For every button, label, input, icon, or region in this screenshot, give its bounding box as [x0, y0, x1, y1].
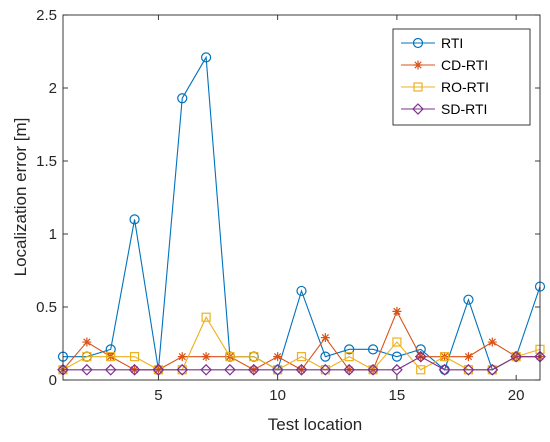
data-point-ro-rti — [225, 352, 235, 362]
data-point-sd-rti — [271, 363, 284, 376]
data-point-sd-rti — [128, 363, 141, 376]
legend-label: RTI — [441, 35, 463, 51]
legend-item-sd-rti: SD-RTI — [401, 101, 487, 117]
data-point-cd-rti — [487, 337, 497, 347]
plot-frame — [62, 14, 541, 381]
data-point-rti — [391, 351, 402, 362]
legend-label: RO-RTI — [441, 79, 489, 95]
data-point-rti — [177, 93, 188, 104]
legend-label: SD-RTI — [441, 101, 487, 117]
data-point-ro-rti — [201, 312, 211, 322]
legend-item-ro-rti: RO-RTI — [401, 79, 489, 95]
data-point-sd-rti — [438, 363, 451, 376]
data-point-rti — [463, 294, 474, 305]
data-point-ro-rti — [249, 352, 259, 362]
legend: RTI CD-RTI RO-RTI SD-RTI — [392, 28, 531, 126]
data-point-sd-rti — [200, 363, 212, 376]
data-point-sd-rti — [224, 363, 236, 376]
data-point-sd-rti — [462, 363, 475, 376]
data-point-cd-rti — [201, 352, 211, 362]
legend-label: CD-RTI — [441, 57, 488, 73]
data-point-ro-rti — [392, 337, 402, 347]
x-axis-title: Test location — [268, 415, 363, 434]
data-point-ro-rti — [416, 365, 426, 375]
series-line-ro-rti — [62, 316, 541, 371]
y-tick-label: 1.5 — [36, 153, 57, 170]
y-tick-label: 0.5 — [36, 299, 57, 316]
legend-item-cd-rti: CD-RTI — [401, 57, 488, 73]
legend-marker-square — [413, 82, 423, 92]
y-tick-label: 2 — [49, 80, 57, 97]
data-point-cd-rti — [273, 352, 283, 362]
data-point-sd-rti — [104, 363, 117, 376]
data-point-cd-rti — [82, 337, 92, 347]
data-point-cd-rti — [463, 352, 473, 362]
data-point-ro-rti — [296, 352, 307, 362]
data-point-cd-rti — [320, 333, 330, 343]
legend-marker-diamond — [412, 103, 424, 115]
data-point-sd-rti — [81, 363, 93, 376]
x-tick-label: 10 — [269, 387, 286, 404]
legend-marker-asterisk — [413, 60, 423, 70]
data-point-sd-rti — [152, 363, 165, 376]
data-point-sd-rti — [414, 350, 427, 363]
legend-marker-circle — [412, 37, 424, 49]
data-point-sd-rti — [510, 350, 522, 363]
data-point-ro-rti — [440, 352, 450, 362]
data-point-rti — [296, 285, 307, 297]
data-point-sd-rti — [319, 363, 332, 376]
data-point-sd-rti — [295, 363, 308, 376]
data-point-rti — [367, 344, 379, 355]
x-tick-label: 5 — [154, 387, 162, 404]
data-point-cd-rti — [177, 352, 187, 362]
data-point-cd-rti — [392, 306, 402, 316]
data-point-sd-rti — [343, 363, 356, 376]
data-point-sd-rti — [367, 363, 379, 376]
data-point-ro-rti — [129, 352, 140, 362]
series-sd-rti — [57, 350, 546, 376]
data-point-sd-rti — [486, 363, 499, 376]
series-line-rti — [63, 55, 541, 371]
y-tick-label: 0 — [49, 372, 57, 389]
data-point-rti — [320, 351, 331, 362]
y-axis-title: Localization error [m] — [11, 118, 30, 277]
data-point-rti — [344, 344, 355, 355]
x-tick-label: 20 — [508, 387, 525, 404]
data-point-sd-rti — [247, 363, 260, 376]
data-point-ro-rti — [344, 352, 354, 362]
data-point-rti — [201, 52, 212, 63]
series-line-sd-rti — [63, 356, 540, 371]
data-point-ro-rti — [106, 352, 116, 362]
legend-item-rti: RTI — [401, 35, 463, 51]
y-tick-label: 1 — [49, 226, 57, 243]
x-tick-label: 15 — [389, 387, 406, 404]
y-tick-label: 2.5 — [36, 7, 57, 24]
data-point-sd-rti — [176, 363, 189, 376]
data-point-rti — [129, 214, 140, 225]
data-point-sd-rti — [391, 363, 403, 376]
data-point-ro-rti — [82, 352, 92, 362]
